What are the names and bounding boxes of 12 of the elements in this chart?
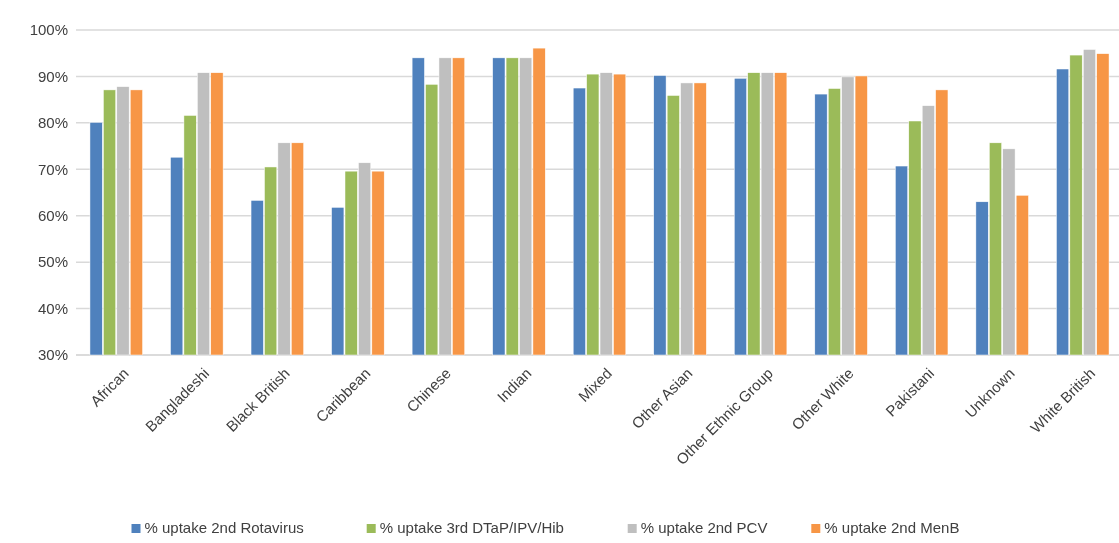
y-tick-label: 40%: [37, 299, 68, 317]
y-tick-label: 80%: [37, 114, 68, 132]
y-tick-label: 50%: [37, 253, 68, 271]
y-tick-label: 100%: [29, 21, 68, 39]
y-tick-label: 30%: [37, 346, 68, 364]
legend-label: % uptake 3rd DTaP/IPV/Hib: [379, 519, 564, 536]
legend-label: % uptake 2nd MenB: [824, 519, 960, 536]
legend-label: % uptake 2nd PCV: [640, 519, 768, 536]
y-tick-label: 70%: [37, 160, 68, 178]
y-tick-label: 60%: [37, 206, 68, 224]
legend-label: % uptake 2nd Rotavirus: [144, 519, 304, 536]
y-tick-label: 90%: [37, 67, 68, 85]
